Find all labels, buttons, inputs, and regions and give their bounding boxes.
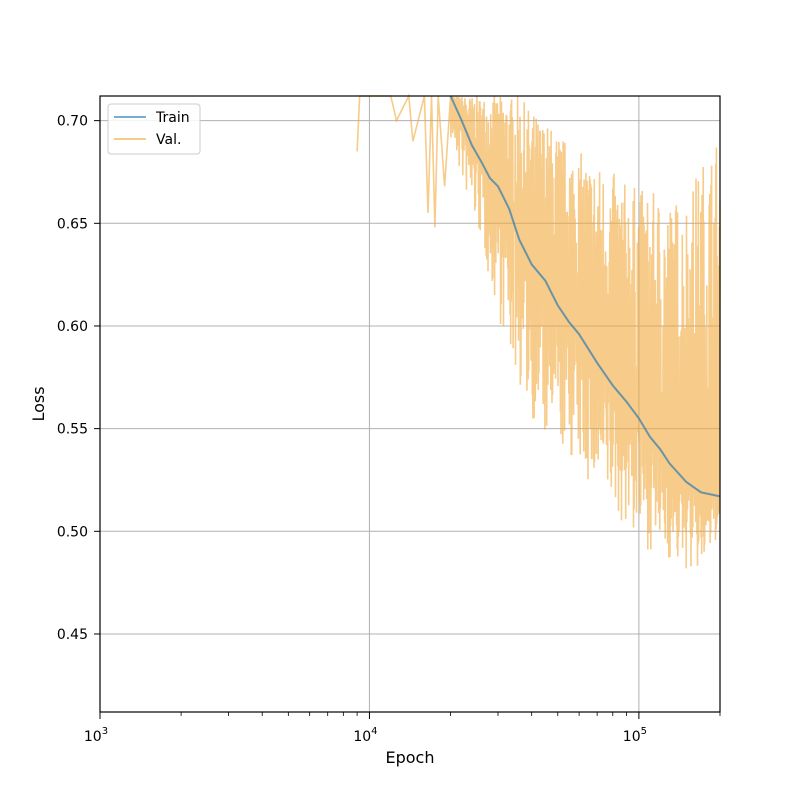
y-tick-label: 0.45 [57, 627, 88, 643]
grid-lines [100, 96, 720, 712]
series-layer [356, 93, 721, 569]
x-tick-label: 104 [353, 726, 377, 745]
legend-label-val: Val. [156, 132, 181, 148]
x-tick-label: 103 [84, 726, 108, 745]
legend-label-train: Train [155, 110, 190, 126]
y-tick-label: 0.55 [57, 422, 88, 438]
y-axis-label: Loss [29, 386, 48, 421]
y-axis: 0.45 0.50 0.55 0.60 0.65 0.70 [57, 114, 100, 643]
y-tick-label: 0.60 [57, 319, 88, 335]
series-line-val [356, 93, 721, 569]
y-tick-label: 0.70 [57, 114, 88, 130]
y-tick-label: 0.50 [57, 524, 88, 540]
legend: Train Val. [107, 103, 201, 155]
plot-frame [99, 95, 721, 713]
series-line-train [449, 95, 721, 498]
y-tick-label: 0.65 [57, 216, 88, 232]
x-tick-label: 105 [623, 726, 647, 745]
x-axis: 103 104 105 [84, 712, 721, 745]
x-axis-label: Epoch [386, 748, 435, 767]
